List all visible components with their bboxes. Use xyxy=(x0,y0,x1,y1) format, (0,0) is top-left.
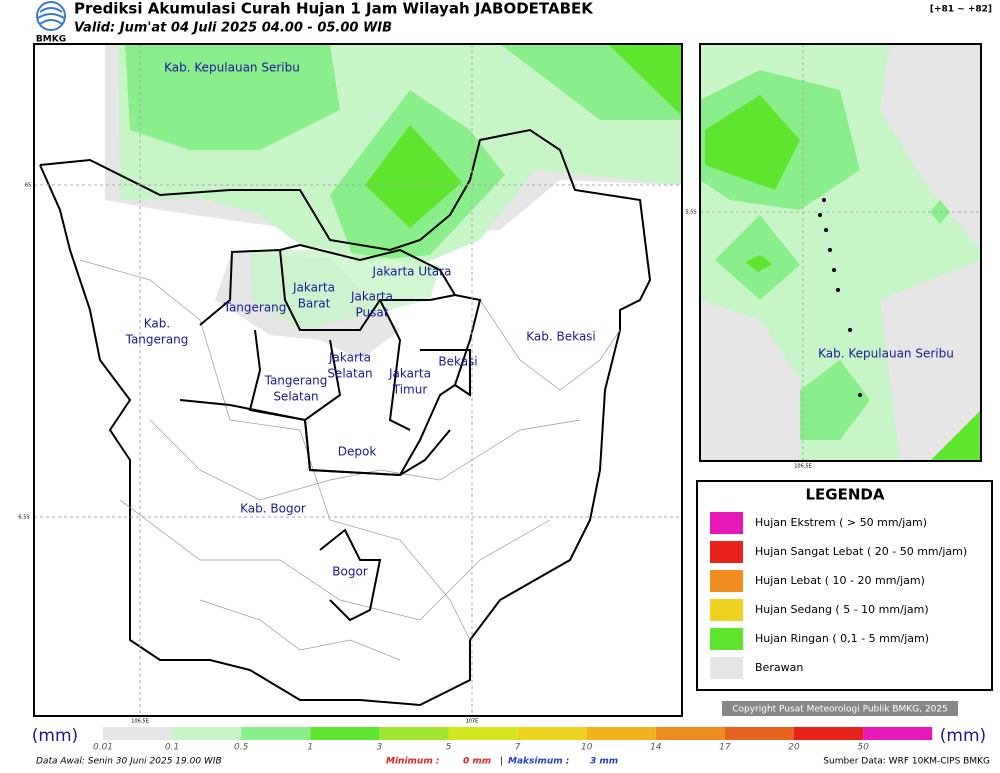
lat-label: 5.5S xyxy=(685,210,696,216)
colorbar-tick: 0.1 xyxy=(165,743,179,753)
lon-label: 107E xyxy=(466,719,479,725)
legend-swatch xyxy=(710,570,743,592)
colorbar-tick: 14 xyxy=(650,743,662,753)
map-labels: Kab. Kepulauan Seribu Jakarta Utara Jakart… xyxy=(125,61,596,579)
colorbar-segment xyxy=(863,727,933,740)
copyright: Copyright Pusat Meteorologi Publik BMKG,… xyxy=(732,705,948,715)
colorbar-segment xyxy=(310,727,380,740)
map-label: Jakarta Utara xyxy=(372,265,452,279)
map-label: Kab. Kepulauan Seribu xyxy=(164,61,300,75)
colorbar-segment xyxy=(724,727,794,740)
colorbar-tick: 20 xyxy=(788,743,800,753)
inset-frame xyxy=(699,43,982,462)
legend-items: Hujan Ekstrem ( > 50 mm/jam) Hujan Sangat… xyxy=(710,512,967,679)
map-label: Jakarta xyxy=(292,281,335,295)
legend-label: Hujan Ekstrem ( > 50 mm/jam) xyxy=(755,516,927,529)
map-label: Jakarta xyxy=(350,290,393,304)
colorbar-segment xyxy=(379,727,449,740)
valid-time: Valid: Jum'at 04 Juli 2025 04.00 - 05.00… xyxy=(74,21,392,36)
legend-swatch xyxy=(710,599,743,621)
map-label: Pusat xyxy=(356,306,389,320)
source: Sumber Data: WRF 10KM-CIPS BMKG xyxy=(823,757,990,767)
legend-label: Hujan Sangat Lebat ( 20 - 50 mm/jam) xyxy=(755,545,967,558)
max-label: Maksimum : xyxy=(508,757,569,767)
map-label: Barat xyxy=(298,297,331,311)
map-label: Tangerang xyxy=(223,301,287,315)
colorbar-tick: 0.01 xyxy=(93,743,113,753)
colorbar-segment xyxy=(586,727,656,740)
map-label: Timur xyxy=(392,383,428,397)
legend-swatch xyxy=(710,657,743,679)
colorbar-tick: 1 xyxy=(307,743,313,753)
inset-map: Kab. Kepulauan Seribu xyxy=(700,44,981,461)
legend-label: Hujan Ringan ( 0,1 - 5 mm/jam) xyxy=(755,632,929,645)
map-label: Bogor xyxy=(332,565,368,579)
map-label: Kab. Bekasi xyxy=(526,330,596,344)
map-label: Selatan xyxy=(273,390,318,404)
main-map: Kab. Kepulauan Seribu Jakarta Utara Jakart… xyxy=(34,44,682,716)
colorbar-segment xyxy=(794,727,864,740)
colorbar: 0.01 0.1 0.5 1 3 5 7 10 14 17 20 50 xyxy=(93,727,933,753)
colorbar-segment xyxy=(448,727,518,740)
max-value: 3 mm xyxy=(590,757,618,767)
lat-label: 6S xyxy=(25,183,31,189)
map-label: Tangerang xyxy=(125,333,189,347)
unit: (mm) xyxy=(940,726,986,746)
lon-label: 106.5E xyxy=(794,464,811,470)
colorbar-tick: 5 xyxy=(446,743,452,753)
map-label: Jakarta xyxy=(388,367,431,381)
colorbar-tick: 50 xyxy=(857,743,869,753)
inset-label: Kab. Kepulauan Seribu xyxy=(818,347,954,361)
min-value: 0 mm xyxy=(463,757,491,767)
min-label: Minimum : xyxy=(386,757,439,767)
legend-title: LEGENDA xyxy=(806,486,885,504)
title: Prediksi Akumulasi Curah Hujan 1 Jam Wil… xyxy=(74,0,594,18)
legend-label: Berawan xyxy=(755,661,803,674)
legend-box xyxy=(696,480,993,691)
map-label: Kab. Bogor xyxy=(240,502,306,516)
logo-text: BMKG xyxy=(36,35,66,45)
colorbar-tick: 3 xyxy=(377,743,383,753)
data-awal: Data Awal: Senin 30 Juni 2025 19.00 WIB xyxy=(36,757,222,767)
colorbar-tick: 7 xyxy=(515,743,521,753)
colorbar-tick: 10 xyxy=(581,743,593,753)
map-label: Jakarta xyxy=(328,351,371,365)
separator: | xyxy=(500,757,503,767)
map-label: Depok xyxy=(338,445,377,459)
legend-label: Hujan Sedang ( 5 - 10 mm/jam) xyxy=(755,603,929,616)
map-label: Tangerang xyxy=(264,374,328,388)
colorbar-tick: 17 xyxy=(719,743,731,753)
colorbar-segment xyxy=(103,727,173,740)
colorbar-segment xyxy=(517,727,587,740)
legend-label: Hujan Lebat ( 10 - 20 mm/jam) xyxy=(755,574,925,587)
map-label: Bekasi xyxy=(438,355,477,369)
legend-swatch xyxy=(710,541,743,563)
unit: (mm) xyxy=(32,726,78,746)
copyright-bg xyxy=(722,701,958,716)
lon-label: 106.5E xyxy=(131,719,148,725)
lat-label: 6.5S xyxy=(18,515,29,521)
colorbar-segment xyxy=(655,727,725,740)
colorbar-segment xyxy=(172,727,242,740)
map-label: Kab. xyxy=(144,317,170,331)
legend-swatch xyxy=(710,512,743,534)
logo: BMKG xyxy=(36,1,66,45)
map-frame xyxy=(33,43,683,717)
code: [+81 ~ +82] xyxy=(930,5,992,15)
map-label: Selatan xyxy=(327,367,372,381)
colorbar-segment xyxy=(241,727,311,740)
colorbar-tick: 0.5 xyxy=(234,743,249,753)
legend-swatch xyxy=(710,628,743,650)
